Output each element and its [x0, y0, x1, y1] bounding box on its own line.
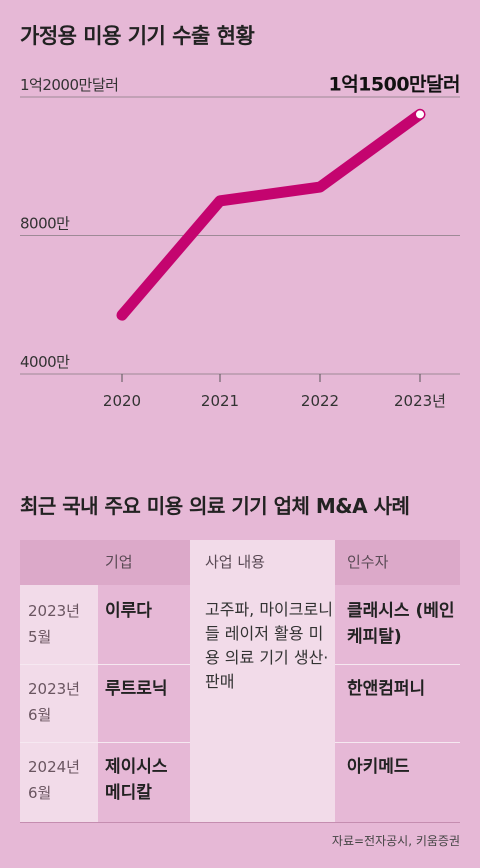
ma-table-title: 최근 국내 주요 미용 의료 기기 업체 M&A 사례 — [20, 494, 410, 518]
date-column-bg — [20, 585, 98, 823]
row-date: 2023년 6월 — [28, 680, 80, 724]
header-business: 사업 내용 — [205, 553, 265, 571]
annotation-label: 1억1500만달러 — [328, 73, 460, 95]
chart-title: 가정용 미용 기기 수출 현황 — [20, 24, 255, 48]
x-tick-label: 2020 — [103, 392, 141, 410]
y-tick-label: 8000만 — [20, 215, 70, 233]
export-line-chart: 4000만 8000만 1억2000만달러 2020 2021 2022 2023년 1억15… — [20, 73, 461, 410]
row-company: 이루다 — [105, 601, 152, 621]
row-divider — [335, 664, 460, 665]
data-point-marker — [416, 110, 424, 119]
header-company: 기업 — [105, 553, 133, 571]
row-acquirer: 아키메드 — [347, 757, 410, 777]
table-bottom-rule — [20, 822, 460, 823]
y-tick-label: 4000만 — [20, 353, 70, 371]
x-tick-label: 2021 — [201, 392, 239, 410]
row-acquirer: 한앤컴퍼니 — [347, 679, 426, 699]
row-company: 제이시스 메디칼 — [105, 757, 168, 803]
ma-table: 기업 사업 내용 인수자 2023년 5월 이루다 클래시스 (베인케피탈) 2… — [20, 540, 460, 823]
y-tick-label: 1억2000만달러 — [20, 76, 118, 94]
source-note: 자료=전자공시, 키움증권 — [331, 834, 460, 848]
business-description: 고주파, 마이크로니들 레이저 활용 미용 의료 기기 생산·판매 — [205, 600, 333, 691]
header-acquirer: 인수자 — [347, 553, 389, 571]
row-date: 2023년 5월 — [28, 602, 80, 646]
row-divider — [20, 742, 190, 743]
business-column-bg — [190, 540, 335, 823]
row-divider — [335, 742, 460, 743]
row-divider — [20, 664, 190, 665]
row-date: 2024년 6월 — [28, 758, 80, 802]
series-line — [116, 108, 426, 321]
row-acquirer: 클래시스 (베인케피탈) — [347, 601, 455, 647]
row-company: 루트로닉 — [105, 679, 168, 699]
x-tick-label: 2022 — [301, 392, 339, 410]
x-tick-label: 2023년 — [394, 392, 446, 410]
